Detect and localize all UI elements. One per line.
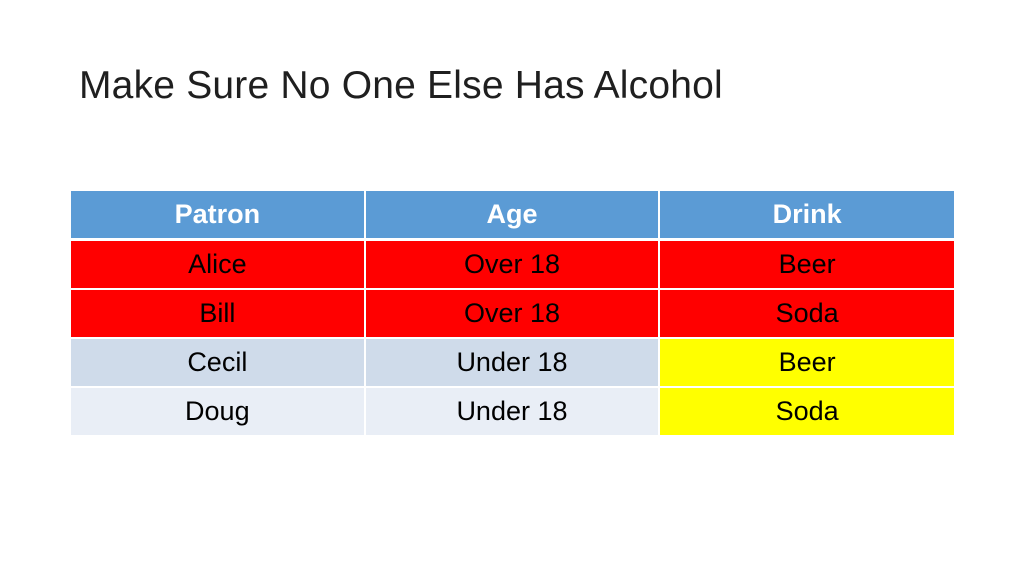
- patron-cell: Doug: [71, 387, 366, 437]
- header-age: Age: [364, 191, 661, 241]
- slide-title: Make Sure No One Else Has Alcohol: [79, 64, 723, 107]
- age-cell: Over 18: [364, 289, 661, 339]
- table-row: Doug Under 18 Soda: [71, 387, 954, 437]
- age-cell: Under 18: [364, 338, 661, 388]
- drink-cell: Soda: [659, 387, 954, 437]
- header-patron: Patron: [71, 191, 366, 241]
- table-row: Cecil Under 18 Beer: [71, 338, 954, 388]
- drink-cell: Beer: [659, 338, 954, 388]
- patron-cell: Cecil: [71, 338, 366, 388]
- patron-cell: Alice: [71, 239, 366, 290]
- header-drink: Drink: [659, 191, 954, 241]
- drink-cell: Soda: [659, 289, 954, 339]
- drink-cell: Beer: [659, 239, 954, 290]
- table-header-row: Patron Age Drink: [71, 191, 954, 241]
- patron-table: Patron Age Drink Alice Over 18 Beer Bill…: [71, 191, 954, 437]
- table-row: Bill Over 18 Soda: [71, 289, 954, 339]
- age-cell: Under 18: [364, 387, 661, 437]
- patron-cell: Bill: [71, 289, 366, 339]
- age-cell: Over 18: [364, 239, 661, 290]
- table-row: Alice Over 18 Beer: [71, 239, 954, 290]
